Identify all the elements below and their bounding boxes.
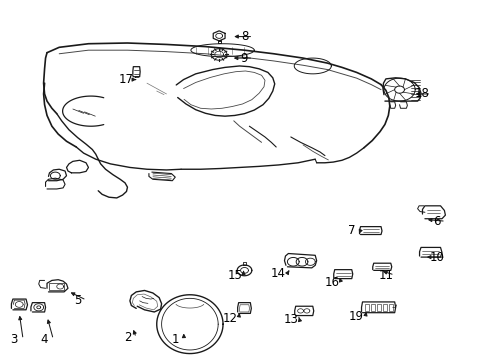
Text: 13: 13 [283,313,298,327]
Text: 6: 6 [432,215,440,228]
Text: 14: 14 [270,267,285,280]
Text: 8: 8 [240,30,248,43]
Text: 16: 16 [324,276,339,289]
Text: 1: 1 [171,333,179,346]
Text: 5: 5 [74,294,81,307]
Text: 10: 10 [429,251,444,264]
Text: 11: 11 [378,269,393,282]
Text: 4: 4 [41,333,48,346]
Text: 7: 7 [347,224,355,237]
Text: 12: 12 [222,311,237,325]
Text: 18: 18 [414,87,429,100]
Text: 9: 9 [240,51,248,64]
Text: 17: 17 [119,73,134,86]
Text: 3: 3 [11,333,18,346]
Text: 15: 15 [227,269,242,282]
Text: 2: 2 [123,331,131,344]
Text: 19: 19 [348,310,364,323]
